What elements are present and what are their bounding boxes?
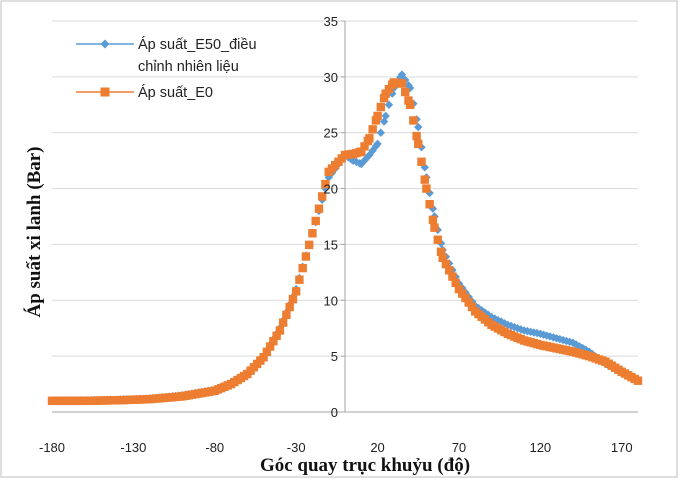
data-point bbox=[282, 310, 291, 320]
y-tick-label: 0 bbox=[331, 405, 338, 420]
x-tick-label: -30 bbox=[287, 440, 306, 455]
legend-label: Áp suất_E50_điều bbox=[138, 36, 257, 53]
data-point bbox=[368, 125, 377, 134]
x-tick-label: -80 bbox=[205, 440, 224, 455]
data-point bbox=[357, 147, 366, 156]
data-point bbox=[412, 131, 421, 141]
y-tick-label: 5 bbox=[331, 349, 338, 364]
x-tick-label: 20 bbox=[370, 440, 384, 455]
data-point bbox=[318, 192, 327, 201]
data-point bbox=[401, 87, 410, 97]
series-2 bbox=[47, 78, 643, 406]
data-point bbox=[381, 111, 390, 121]
data-point bbox=[379, 93, 389, 103]
data-point bbox=[301, 252, 311, 261]
y-tick-label: 35 bbox=[324, 14, 338, 29]
legend-marker bbox=[100, 39, 110, 49]
x-tick-label: -130 bbox=[120, 440, 146, 455]
data-point bbox=[308, 229, 317, 238]
data-point bbox=[451, 278, 460, 288]
data-point bbox=[430, 223, 439, 232]
data-point bbox=[433, 235, 442, 244]
data-point bbox=[417, 157, 426, 166]
data-point bbox=[291, 287, 301, 296]
data-point bbox=[360, 142, 369, 151]
y-tick-label: 25 bbox=[324, 126, 338, 141]
data-point bbox=[510, 322, 519, 332]
y-tick-label: 20 bbox=[324, 182, 338, 197]
data-point bbox=[352, 157, 361, 167]
axes bbox=[52, 20, 638, 413]
data-point bbox=[425, 200, 434, 209]
data-point bbox=[444, 266, 454, 275]
data-point bbox=[404, 96, 413, 105]
data-point bbox=[506, 321, 516, 331]
data-point bbox=[384, 84, 394, 94]
data-point bbox=[428, 215, 438, 225]
data-point bbox=[285, 302, 294, 312]
data-point bbox=[414, 122, 423, 132]
data-point bbox=[397, 70, 407, 79]
data-point bbox=[376, 102, 386, 112]
series-layer bbox=[47, 70, 643, 406]
data-point bbox=[633, 376, 643, 385]
legend-marker bbox=[100, 87, 110, 97]
data-point bbox=[384, 100, 394, 109]
data-point bbox=[420, 175, 429, 184]
data-point bbox=[278, 318, 288, 327]
data-point bbox=[321, 179, 330, 189]
data-point bbox=[458, 289, 467, 298]
data-point bbox=[516, 325, 525, 334]
x-tick-label: -180 bbox=[39, 440, 65, 455]
data-point bbox=[414, 139, 423, 149]
x-tick-label: 70 bbox=[452, 440, 466, 455]
x-axis-title: Góc quay trục khuỷu (độ) bbox=[260, 455, 470, 476]
data-point bbox=[454, 284, 464, 294]
legend-label: chỉnh nhiên liệu bbox=[138, 59, 239, 75]
data-point bbox=[381, 89, 390, 98]
x-tick-label: 170 bbox=[611, 440, 633, 455]
data-point bbox=[376, 128, 386, 137]
data-point bbox=[373, 139, 382, 149]
data-point bbox=[438, 253, 447, 263]
data-point bbox=[262, 347, 272, 357]
legend: Áp suất_E50_điều chỉnh nhiên liệu Áp suất_… bbox=[76, 36, 257, 101]
data-point bbox=[448, 272, 457, 281]
data-point bbox=[275, 326, 285, 335]
y-tick-label: 30 bbox=[324, 70, 338, 85]
data-point bbox=[314, 204, 324, 213]
data-point bbox=[461, 293, 470, 303]
data-point bbox=[467, 302, 477, 312]
data-point bbox=[295, 275, 304, 284]
tick-labels: 0 5 10 15 20 25 30 35 -180 -130 -80 -30 20 70 120 170 bbox=[39, 14, 633, 455]
data-point bbox=[464, 298, 473, 307]
data-point bbox=[371, 116, 381, 125]
data-point bbox=[436, 247, 446, 257]
data-point bbox=[265, 342, 275, 351]
legend-label: Áp suất_E0 bbox=[138, 84, 213, 101]
data-point bbox=[311, 216, 320, 226]
data-point bbox=[269, 336, 278, 346]
data-point bbox=[422, 184, 431, 193]
data-point bbox=[441, 259, 451, 269]
y-axis-title: Áp suất xi lanh (Bar) bbox=[23, 146, 45, 317]
y-tick-label: 15 bbox=[324, 237, 338, 252]
data-point bbox=[373, 111, 382, 121]
data-point bbox=[397, 79, 407, 88]
y-tick-label: 10 bbox=[324, 293, 338, 308]
data-point bbox=[298, 263, 307, 273]
data-point bbox=[272, 331, 281, 341]
data-point bbox=[409, 116, 418, 125]
x-tick-label: 120 bbox=[529, 440, 551, 455]
data-point bbox=[288, 294, 298, 304]
data-point bbox=[405, 100, 415, 109]
data-point bbox=[365, 134, 374, 143]
data-point bbox=[259, 353, 268, 362]
data-point bbox=[304, 240, 314, 250]
